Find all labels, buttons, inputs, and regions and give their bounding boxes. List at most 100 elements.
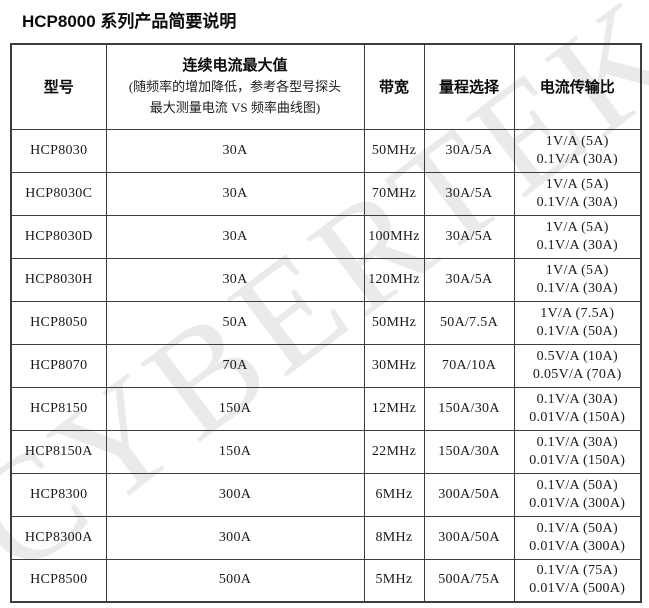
cell-ratio-line2: 0.01V/A (150A) — [529, 409, 626, 425]
cell-ratio-line2: 0.01V/A (500A) — [529, 581, 626, 597]
table-row: HCP8030 30A 50MHz 30A/5A 1V/A (5A) 0.1V/… — [10, 128, 642, 173]
cell-ratio-line1: 1V/A (5A) — [545, 262, 609, 278]
cell-ratio: 0.1V/A (30A) 0.01V/A (150A) — [513, 386, 642, 431]
cell-range: 300A/50A — [423, 515, 515, 560]
cell-ratio: 0.1V/A (50A) 0.01V/A (300A) — [513, 472, 642, 517]
cell-bandwidth: 120MHz — [363, 257, 425, 302]
header-max-current: 连续电流最大值 (随频率的增加降低，参考各型号探头 最大测量电流 VS 频率曲线… — [105, 43, 365, 130]
table-row: HCP8050 50A 50MHz 50A/7.5A 1V/A (7.5A) 0… — [10, 300, 642, 345]
table-row: HCP8500 500A 5MHz 500A/75A 0.1V/A (75A) … — [10, 558, 642, 603]
cell-ratio-line2: 0.1V/A (30A) — [536, 194, 618, 210]
cell-bandwidth: 5MHz — [363, 558, 425, 603]
cell-ratio-line1: 0.1V/A (75A) — [536, 563, 618, 579]
cell-ratio-line2: 0.01V/A (300A) — [529, 538, 626, 554]
cell-ratio-line1: 1V/A (5A) — [545, 133, 609, 149]
cell-model: HCP8030 — [10, 128, 107, 173]
cell-model: HCP8050 — [10, 300, 107, 345]
cell-model: HCP8030C — [10, 171, 107, 216]
cell-bandwidth: 100MHz — [363, 214, 425, 259]
cell-range: 70A/10A — [423, 343, 515, 388]
cell-range: 150A/30A — [423, 386, 515, 431]
cell-ratio-line1: 0.5V/A (10A) — [536, 348, 618, 364]
table-row: HCP8300 300A 6MHz 300A/50A 0.1V/A (50A) … — [10, 472, 642, 517]
cell-range: 30A/5A — [423, 128, 515, 173]
cell-ratio: 0.5V/A (10A) 0.05V/A (70A) — [513, 343, 642, 388]
cell-model: HCP8500 — [10, 558, 107, 603]
cell-bandwidth: 50MHz — [363, 300, 425, 345]
cell-ratio: 0.1V/A (75A) 0.01V/A (500A) — [513, 558, 642, 603]
cell-bandwidth: 70MHz — [363, 171, 425, 216]
cell-model: HCP8300A — [10, 515, 107, 560]
cell-range: 30A/5A — [423, 214, 515, 259]
cell-ratio-line1: 1V/A (5A) — [545, 176, 609, 192]
header-bandwidth: 带宽 — [363, 43, 425, 130]
table-row: HCP8070 70A 30MHz 70A/10A 0.5V/A (10A) 0… — [10, 343, 642, 388]
cell-range: 500A/75A — [423, 558, 515, 603]
cell-bandwidth: 30MHz — [363, 343, 425, 388]
cell-max-current: 30A — [105, 257, 365, 302]
table-row: HCP8030H 30A 120MHz 30A/5A 1V/A (5A) 0.1… — [10, 257, 642, 302]
cell-max-current: 150A — [105, 386, 365, 431]
cell-ratio-line1: 1V/A (7.5A) — [540, 305, 615, 321]
header-ratio: 电流传输比 — [513, 43, 642, 130]
cell-ratio: 0.1V/A (30A) 0.01V/A (150A) — [513, 429, 642, 474]
cell-ratio-line2: 0.01V/A (300A) — [529, 495, 626, 511]
cell-range: 150A/30A — [423, 429, 515, 474]
table-row: HCP8030C 30A 70MHz 30A/5A 1V/A (5A) 0.1V… — [10, 171, 642, 216]
table-header-row: 型号 连续电流最大值 (随频率的增加降低，参考各型号探头 最大测量电流 VS 频… — [10, 43, 642, 130]
table-row: HCP8030D 30A 100MHz 30A/5A 1V/A (5A) 0.1… — [10, 214, 642, 259]
cell-bandwidth: 8MHz — [363, 515, 425, 560]
cell-bandwidth: 12MHz — [363, 386, 425, 431]
cell-ratio-line2: 0.1V/A (30A) — [536, 151, 618, 167]
table-row: HCP8150 150A 12MHz 150A/30A 0.1V/A (30A)… — [10, 386, 642, 431]
cell-bandwidth: 22MHz — [363, 429, 425, 474]
cell-ratio: 1V/A (5A) 0.1V/A (30A) — [513, 257, 642, 302]
cell-max-current: 300A — [105, 472, 365, 517]
cell-ratio: 1V/A (7.5A) 0.1V/A (50A) — [513, 300, 642, 345]
cell-ratio-line2: 0.01V/A (150A) — [529, 452, 626, 468]
header-model: 型号 — [10, 43, 107, 130]
cell-ratio-line2: 0.1V/A (50A) — [536, 323, 618, 339]
cell-ratio: 1V/A (5A) 0.1V/A (30A) — [513, 171, 642, 216]
cell-range: 30A/5A — [423, 171, 515, 216]
cell-ratio-line2: 0.1V/A (30A) — [536, 237, 618, 253]
cell-max-current: 50A — [105, 300, 365, 345]
cell-range: 30A/5A — [423, 257, 515, 302]
cell-ratio-line2: 0.1V/A (30A) — [536, 280, 618, 296]
header-max-current-note-line1: (随频率的增加降低，参考各型号探头 — [128, 79, 342, 95]
cell-max-current: 30A — [105, 171, 365, 216]
cell-ratio: 0.1V/A (50A) 0.01V/A (300A) — [513, 515, 642, 560]
cell-ratio-line1: 0.1V/A (50A) — [536, 520, 618, 536]
cell-ratio-line1: 0.1V/A (30A) — [536, 391, 618, 407]
cell-ratio: 1V/A (5A) 0.1V/A (30A) — [513, 214, 642, 259]
cell-bandwidth: 50MHz — [363, 128, 425, 173]
cell-max-current: 500A — [105, 558, 365, 603]
cell-max-current: 300A — [105, 515, 365, 560]
header-max-current-note-line2: 最大测量电流 VS 频率曲线图) — [149, 100, 321, 116]
cell-model: HCP8300 — [10, 472, 107, 517]
cell-range: 50A/7.5A — [423, 300, 515, 345]
cell-max-current: 30A — [105, 128, 365, 173]
cell-model: HCP8070 — [10, 343, 107, 388]
table-body: HCP8030 30A 50MHz 30A/5A 1V/A (5A) 0.1V/… — [10, 128, 642, 603]
cell-ratio-line2: 0.05V/A (70A) — [532, 366, 622, 382]
header-range: 量程选择 — [423, 43, 515, 130]
cell-ratio-line1: 1V/A (5A) — [545, 219, 609, 235]
cell-ratio-line1: 0.1V/A (30A) — [536, 434, 618, 450]
cell-ratio: 1V/A (5A) 0.1V/A (30A) — [513, 128, 642, 173]
cell-max-current: 150A — [105, 429, 365, 474]
cell-model: HCP8030D — [10, 214, 107, 259]
product-table: 型号 连续电流最大值 (随频率的增加降低，参考各型号探头 最大测量电流 VS 频… — [10, 43, 642, 603]
page-title: HCP8000 系列产品简要说明 — [22, 12, 237, 31]
table-row: HCP8150A 150A 22MHz 150A/30A 0.1V/A (30A… — [10, 429, 642, 474]
cell-model: HCP8150 — [10, 386, 107, 431]
cell-ratio-line1: 0.1V/A (50A) — [536, 477, 618, 493]
header-max-current-title: 连续电流最大值 — [182, 57, 288, 75]
cell-model: HCP8030H — [10, 257, 107, 302]
table-row: HCP8300A 300A 8MHz 300A/50A 0.1V/A (50A)… — [10, 515, 642, 560]
cell-max-current: 70A — [105, 343, 365, 388]
cell-max-current: 30A — [105, 214, 365, 259]
cell-bandwidth: 6MHz — [363, 472, 425, 517]
cell-range: 300A/50A — [423, 472, 515, 517]
cell-model: HCP8150A — [10, 429, 107, 474]
